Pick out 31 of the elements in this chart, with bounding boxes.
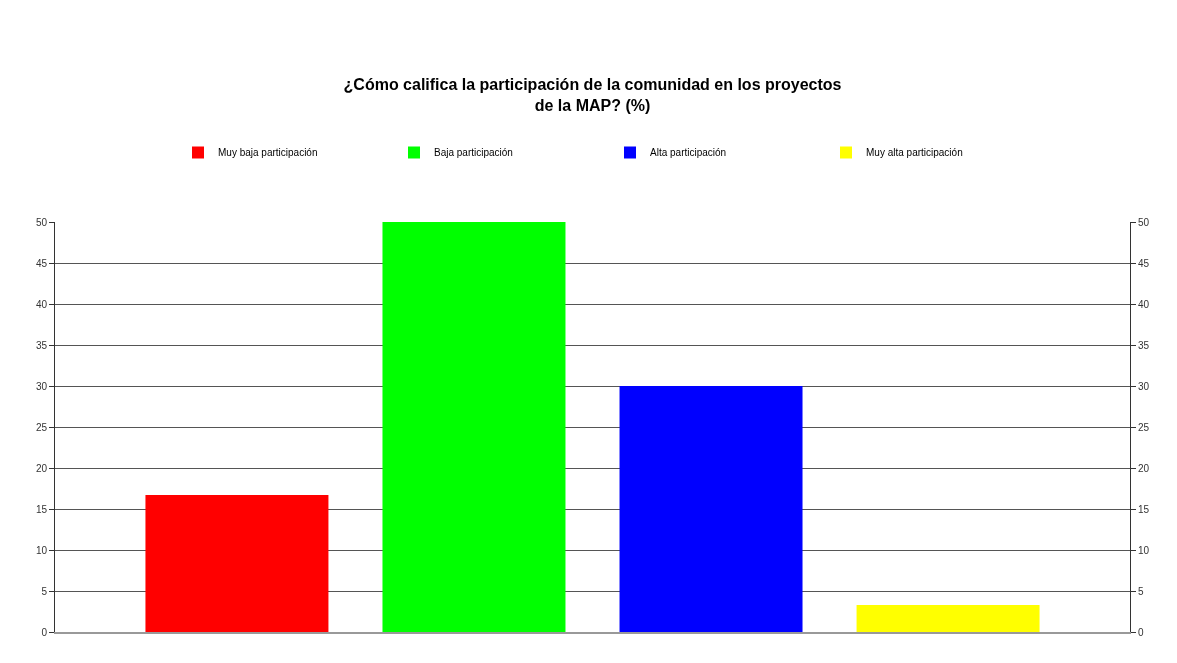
legend-label: Baja participación xyxy=(434,147,513,159)
bar xyxy=(382,222,566,632)
y2-tick-label: 25 xyxy=(1138,421,1150,433)
chart-title: ¿Cómo califica la participación de la comunidad en los proyectos de la MAP? (%) xyxy=(343,76,842,114)
legend-label: Muy alta participación xyxy=(866,147,963,159)
bar xyxy=(145,495,329,632)
bar xyxy=(619,386,803,632)
y2-tick-label: 10 xyxy=(1138,544,1150,556)
y-tick-label: 50 xyxy=(35,216,48,228)
y2-tick-label: 50 xyxy=(1138,216,1150,228)
y2-tick-label: 30 xyxy=(1138,380,1150,392)
y-tick-label: 15 xyxy=(35,503,48,515)
y2-tick-label: 0 xyxy=(1138,626,1144,638)
y2-tick-label: 15 xyxy=(1138,503,1150,515)
y-tick-label: 25 xyxy=(35,421,48,433)
y2-tick-label: 40 xyxy=(1138,298,1150,310)
legend-label: Alta participación xyxy=(650,147,727,159)
y-tick-label: 45 xyxy=(35,257,48,269)
y-tick-label: 30 xyxy=(35,380,48,392)
bar xyxy=(856,604,1040,632)
y-tick-label: 35 xyxy=(35,339,48,351)
y-tick-label: 5 xyxy=(41,585,48,597)
y-tick-label: 10 xyxy=(35,544,48,556)
y-tick-label: 0 xyxy=(41,626,48,638)
y-tick-label: 20 xyxy=(35,462,48,474)
y2-tick-label: 35 xyxy=(1138,339,1150,351)
y-tick-label: 40 xyxy=(35,298,48,310)
y2-tick-label: 5 xyxy=(1138,585,1144,597)
legend-label: Muy baja participación xyxy=(218,147,318,159)
y2-tick-label: 20 xyxy=(1138,462,1150,474)
y2-tick-label: 45 xyxy=(1138,257,1150,269)
